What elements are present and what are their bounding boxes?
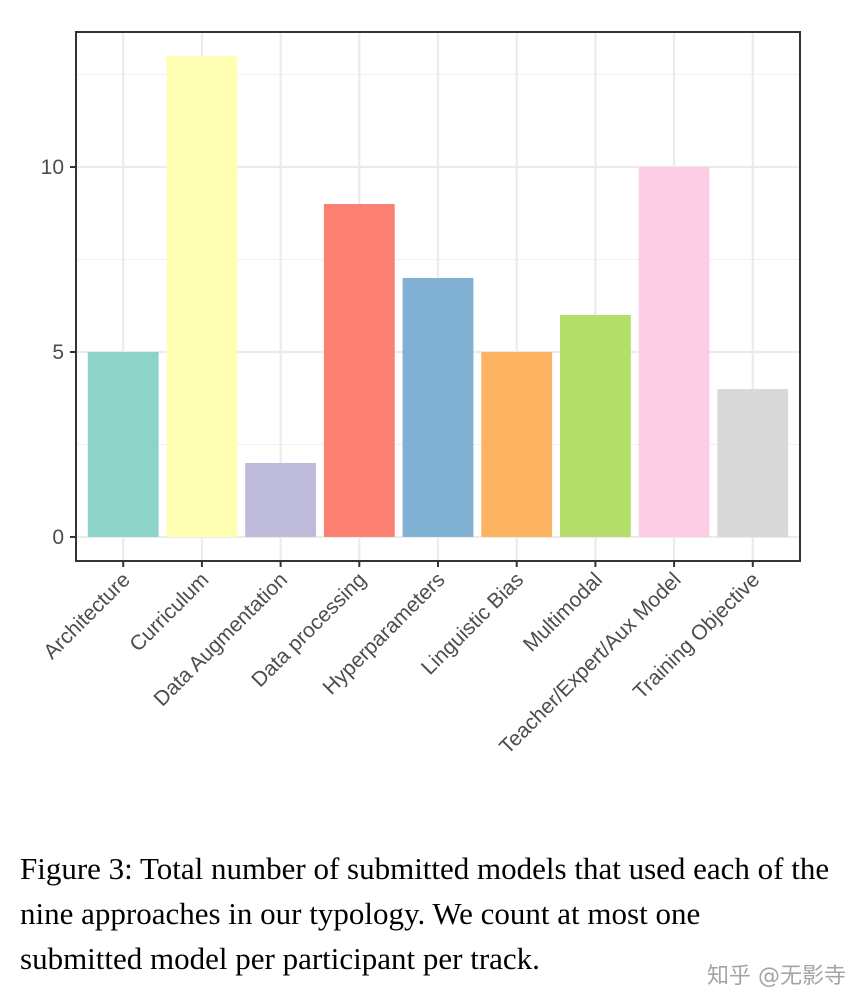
bar-data-processing [323,204,395,537]
bar-architecture [87,351,159,537]
bar-linguistic-bias [481,351,553,537]
bar-training-objective [717,388,789,537]
bar-data-augmentation [245,462,317,537]
y-tick-label: 10 [41,156,64,179]
y-tick-label: 5 [52,341,64,364]
y-tick-label: 0 [52,526,64,549]
bars [87,56,789,537]
bar-curriculum [166,56,238,537]
bar-teacher-expert-aux-model [638,167,710,537]
y-axis: 0 5 10 [41,156,76,549]
bar-hyperparameters [402,278,474,537]
x-tick-label: Architecture [39,568,134,663]
bar-multimodal [559,314,631,537]
x-tick-label: Data Augmentation [150,568,293,711]
figure-caption: Figure 3: Total number of submitted mode… [20,851,830,976]
watermark: 知乎 @无影寺 [707,964,846,989]
